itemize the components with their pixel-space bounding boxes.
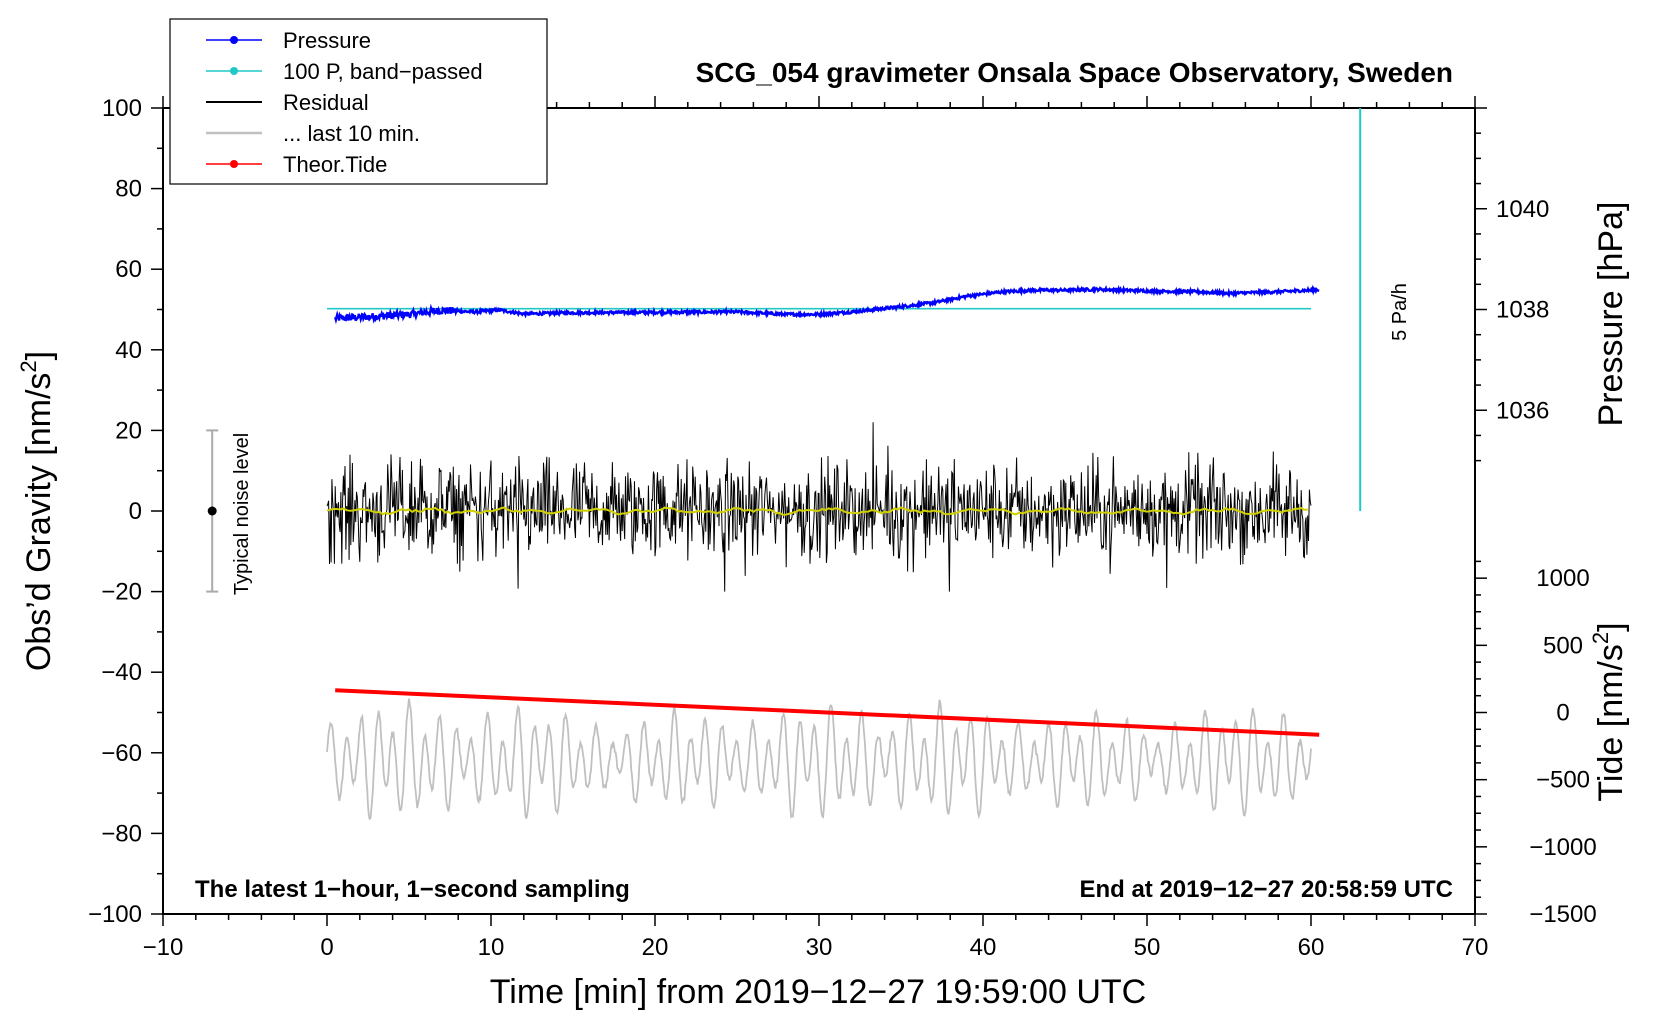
y-tick-label: −40 bbox=[101, 659, 142, 686]
y-axis-tide: −1500 −1000 −500 0 500 1000 bbox=[1475, 560, 1597, 928]
legend-marker-band-passed bbox=[230, 67, 238, 75]
y-axis-title-tide-end: ] bbox=[1592, 622, 1630, 631]
last-10-min-line bbox=[326, 698, 1312, 821]
tide-tick-label: −1000 bbox=[1529, 834, 1596, 861]
legend: Pressure 100 P, band−passed Residual ...… bbox=[169, 18, 548, 185]
tide-tick-label: 1000 bbox=[1536, 565, 1589, 592]
x-tick-label: 30 bbox=[806, 934, 833, 961]
x-tick-label: 40 bbox=[970, 934, 997, 961]
legend-label-pressure: Pressure bbox=[283, 28, 371, 53]
chart-title: SCG_054 gravimeter Onsala Space Observat… bbox=[696, 57, 1453, 88]
y-axis-title-gravity-end: ] bbox=[20, 351, 58, 360]
y-tick-label: 100 bbox=[102, 95, 142, 122]
theoretical-tide-line bbox=[335, 688, 1320, 737]
y-axis-title-tide-main: Tide [nm/s bbox=[1592, 644, 1630, 801]
tide-tick-label: 500 bbox=[1543, 632, 1583, 659]
annotation-left: The latest 1−hour, 1−second sampling bbox=[195, 876, 630, 903]
legend-label-band-passed: 100 P, band−passed bbox=[283, 59, 483, 84]
x-tick-label: 10 bbox=[478, 934, 505, 961]
tide-tick-label: −500 bbox=[1536, 767, 1590, 794]
series-residual bbox=[326, 422, 1312, 592]
x-tick-label: 20 bbox=[642, 934, 669, 961]
y-tick-label: −80 bbox=[101, 820, 142, 847]
noise-bar-dot bbox=[207, 506, 217, 516]
noise-bar-label: Typical noise level bbox=[231, 433, 253, 595]
pressure-tick-label: 1040 bbox=[1496, 196, 1549, 223]
tide-tick-label: −1500 bbox=[1529, 901, 1596, 928]
x-tick-label: 60 bbox=[1298, 934, 1325, 961]
legend-item-theor-tide: Theor.Tide bbox=[206, 152, 387, 177]
series-last-10-min bbox=[326, 698, 1312, 821]
y-tick-label: 0 bbox=[129, 498, 142, 525]
legend-label-last-10-min: ... last 10 min. bbox=[283, 121, 420, 146]
legend-item-band-passed: 100 P, band−passed bbox=[206, 59, 483, 84]
y-axis-gravity: −100 −80 −60 −40 −20 0 20 40 60 80 100 bbox=[88, 95, 163, 928]
y-tick-label: 40 bbox=[115, 337, 142, 364]
x-tick-label: 0 bbox=[320, 934, 333, 961]
y-axis-title-gravity: Obs’d Gravity [nm/s2] bbox=[16, 351, 58, 671]
series-pressure bbox=[334, 284, 1320, 325]
y-tick-label: 80 bbox=[115, 176, 142, 203]
x-tick-label: 50 bbox=[1134, 934, 1161, 961]
x-axis: −10 0 10 20 30 40 50 60 70 bbox=[143, 96, 1489, 961]
y-tick-label: 20 bbox=[115, 417, 142, 444]
y-axis-title-tide-sup: 2 bbox=[1588, 632, 1613, 644]
tide-tick-label: 0 bbox=[1556, 700, 1569, 727]
legend-item-last-10-min: ... last 10 min. bbox=[206, 121, 420, 146]
pressure-tick-label: 1036 bbox=[1496, 397, 1549, 424]
legend-item-residual: Residual bbox=[206, 90, 369, 115]
legend-label-residual: Residual bbox=[283, 90, 369, 115]
series-theoretical-tide bbox=[335, 688, 1320, 737]
y-tick-label: −20 bbox=[101, 579, 142, 606]
y-axis-pressure: 1036 1038 1040 bbox=[1475, 107, 1549, 462]
legend-label-theor-tide: Theor.Tide bbox=[283, 152, 387, 177]
legend-item-pressure: Pressure bbox=[206, 28, 371, 53]
typical-noise-bar bbox=[206, 429, 219, 593]
legend-marker-pressure bbox=[230, 36, 238, 44]
scale-bar-label: 5 Pa/h bbox=[1389, 283, 1411, 341]
y-tick-label: 60 bbox=[115, 256, 142, 283]
y-axis-title-pressure: Pressure [hPa] bbox=[1592, 202, 1630, 427]
pressure-line bbox=[334, 284, 1320, 325]
x-tick-label: 70 bbox=[1462, 934, 1489, 961]
y-axis-title-tide: Tide [nm/s2] bbox=[1588, 622, 1630, 801]
smoothed-residual-line bbox=[326, 506, 1308, 516]
y-tick-label: −100 bbox=[88, 901, 142, 928]
legend-marker-theor-tide bbox=[230, 160, 238, 168]
y-axis-title-gravity-sup: 2 bbox=[16, 360, 41, 372]
pressure-tick-label: 1038 bbox=[1496, 297, 1549, 324]
x-tick-label: −10 bbox=[143, 934, 184, 961]
y-tick-label: −60 bbox=[101, 740, 142, 767]
y-axis-title-gravity-main: Obs’d Gravity [nm/s bbox=[20, 373, 58, 672]
annotation-right: End at 2019−12−27 20:58:59 UTC bbox=[1079, 876, 1453, 903]
series-smoothed-residual bbox=[326, 506, 1308, 516]
x-axis-title: Time [min] from 2019−12−27 19:59:00 UTC bbox=[490, 973, 1146, 1011]
residual-line bbox=[326, 422, 1312, 592]
